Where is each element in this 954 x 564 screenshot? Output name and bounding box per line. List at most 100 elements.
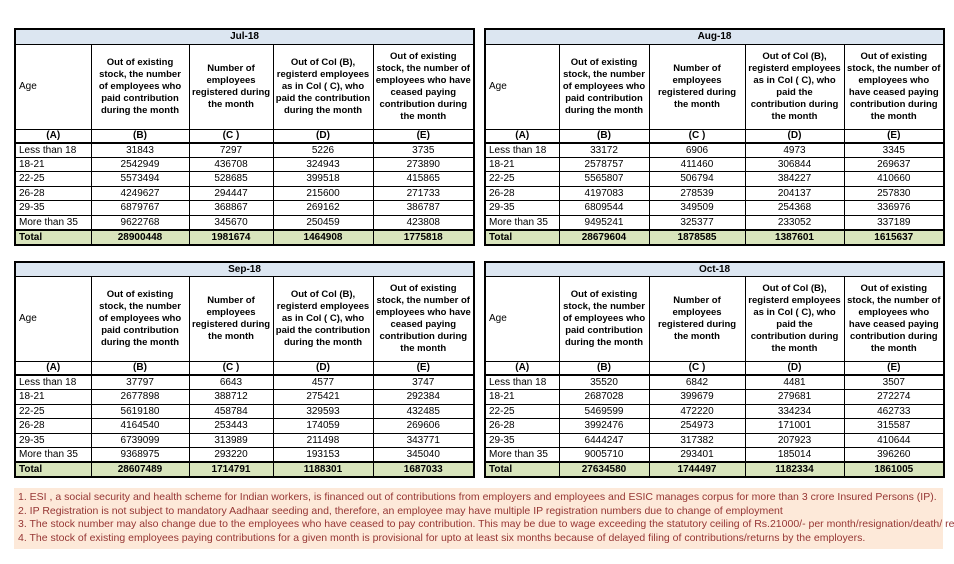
month-title-row: Jul-18	[14, 28, 475, 45]
value-cell: 1387601	[744, 228, 845, 245]
column-letters-row: (A) (B) (C ) (D) (E)	[484, 361, 945, 376]
value-cell: 472220	[648, 403, 746, 419]
value-cell: 4164540	[90, 418, 190, 434]
value-cell: 6739099	[90, 432, 190, 448]
table-row: 26-28 4249627 294447 215600 271733	[14, 185, 475, 201]
table-row: 29-35 6444247 317382 207923 410644	[484, 432, 945, 448]
total-row: Total 27634580 1744497 1182334 1861005	[484, 461, 945, 478]
value-cell: 3507	[843, 374, 945, 390]
value-cell: 1464908	[272, 228, 374, 245]
letter-e: (E)	[843, 361, 945, 376]
value-cell: 292384	[372, 389, 475, 405]
age-label-cell: 18-21	[14, 389, 92, 405]
value-cell: 410644	[843, 432, 945, 448]
value-cell: 33172	[558, 142, 650, 158]
value-cell: 2687028	[558, 389, 650, 405]
value-cell: 28900448	[90, 228, 190, 245]
value-cell: 2578757	[558, 156, 650, 172]
value-cell: 410660	[843, 171, 945, 187]
letter-a: (A)	[484, 361, 560, 376]
month-title-row: Sep-18	[14, 261, 475, 277]
col-b-header: Out of existing stock, the number of emp…	[558, 43, 650, 130]
table-row: Less than 18 37797 6643 4577 3747	[14, 374, 475, 390]
letter-d: (D)	[744, 128, 845, 144]
value-cell: 3735	[372, 142, 475, 158]
table-row: 18-21 2677898 388712 275421 292384	[14, 389, 475, 405]
value-cell: 1714791	[188, 461, 274, 478]
value-cell: 325377	[648, 214, 746, 230]
value-cell: 1615637	[843, 228, 945, 245]
value-cell: 272274	[843, 389, 945, 405]
value-cell: 337189	[843, 214, 945, 230]
value-cell: 7297	[188, 142, 274, 158]
age-label-cell: 29-35	[14, 200, 92, 216]
age-label-cell: Total	[484, 228, 560, 245]
month-title: Sep-18	[14, 261, 475, 277]
footnote-3: 3. The stock number may also change due …	[18, 518, 954, 530]
month-table-aug-18: Aug-18 Age Out of existing stock, the nu…	[484, 28, 946, 246]
value-cell: 9005710	[558, 447, 650, 463]
letter-a: (A)	[14, 361, 92, 376]
letter-c: (C )	[188, 128, 274, 144]
value-cell: 432485	[372, 403, 475, 419]
table-row: 22-25 5619180 458784 329593 432485	[14, 403, 475, 419]
value-cell: 275421	[272, 389, 374, 405]
table-row: 26-28 4164540 253443 174059 269606	[14, 418, 475, 434]
value-cell: 462733	[843, 403, 945, 419]
letter-d: (D)	[272, 128, 374, 144]
value-cell: 9495241	[558, 214, 650, 230]
table-row: More than 35 9495241 325377 233052 337189	[484, 214, 945, 230]
age-label-cell: Less than 18	[14, 374, 92, 390]
value-cell: 399518	[272, 171, 374, 187]
table-row: 26-28 3992476 254973 171001 315587	[484, 418, 945, 434]
letter-c: (C )	[188, 361, 274, 376]
value-cell: 28607489	[90, 461, 190, 478]
table-row: 22-25 5573494 528685 399518 415865	[14, 171, 475, 187]
value-cell: 2542949	[90, 156, 190, 172]
column-letters-row: (A) (B) (C ) (D) (E)	[484, 128, 945, 144]
age-label-cell: 26-28	[14, 185, 92, 201]
age-label-cell: 29-35	[14, 432, 92, 448]
value-cell: 171001	[744, 418, 845, 434]
value-cell: 35520	[558, 374, 650, 390]
value-cell: 253443	[188, 418, 274, 434]
value-cell: 396260	[843, 447, 945, 463]
value-cell: 5619180	[90, 403, 190, 419]
value-cell: 9622768	[90, 214, 190, 230]
value-cell: 506794	[648, 171, 746, 187]
value-cell: 293220	[188, 447, 274, 463]
age-column-header: Age	[484, 43, 560, 130]
value-cell: 313989	[188, 432, 274, 448]
value-cell: 185014	[744, 447, 845, 463]
value-cell: 2677898	[90, 389, 190, 405]
col-d-header: Out of Col (B), registerd employees as i…	[272, 43, 374, 130]
value-cell: 334234	[744, 403, 845, 419]
table-row: 18-21 2578757 411460 306844 269637	[484, 156, 945, 172]
age-label-cell: Less than 18	[14, 142, 92, 158]
letter-b: (B)	[90, 361, 190, 376]
value-cell: 329593	[272, 403, 374, 419]
age-label-cell: More than 35	[14, 447, 92, 463]
age-label-cell: More than 35	[14, 214, 92, 230]
col-e-header: Out of existing stock, the number of emp…	[843, 43, 945, 130]
value-cell: 5573494	[90, 171, 190, 187]
value-cell: 193153	[272, 447, 374, 463]
value-cell: 204137	[744, 185, 845, 201]
value-cell: 3747	[372, 374, 475, 390]
value-cell: 269162	[272, 200, 374, 216]
table-row: 22-25 5565807 506794 384227 410660	[484, 171, 945, 187]
age-label-cell: 22-25	[14, 171, 92, 187]
value-cell: 1775818	[372, 228, 475, 245]
value-cell: 1878585	[648, 228, 746, 245]
age-label-cell: 29-35	[484, 200, 560, 216]
value-cell: 386787	[372, 200, 475, 216]
table-row: Less than 18 33172 6906 4973 3345	[484, 142, 945, 158]
col-d-header: Out of Col (B), registerd employees as i…	[744, 276, 845, 362]
value-cell: 273890	[372, 156, 475, 172]
value-cell: 349509	[648, 200, 746, 216]
table-row: More than 35 9005710 293401 185014 396260	[484, 447, 945, 463]
table-row: More than 35 9368975 293220 193153 345040	[14, 447, 475, 463]
value-cell: 215600	[272, 185, 374, 201]
value-cell: 254368	[744, 200, 845, 216]
letter-b: (B)	[558, 361, 650, 376]
